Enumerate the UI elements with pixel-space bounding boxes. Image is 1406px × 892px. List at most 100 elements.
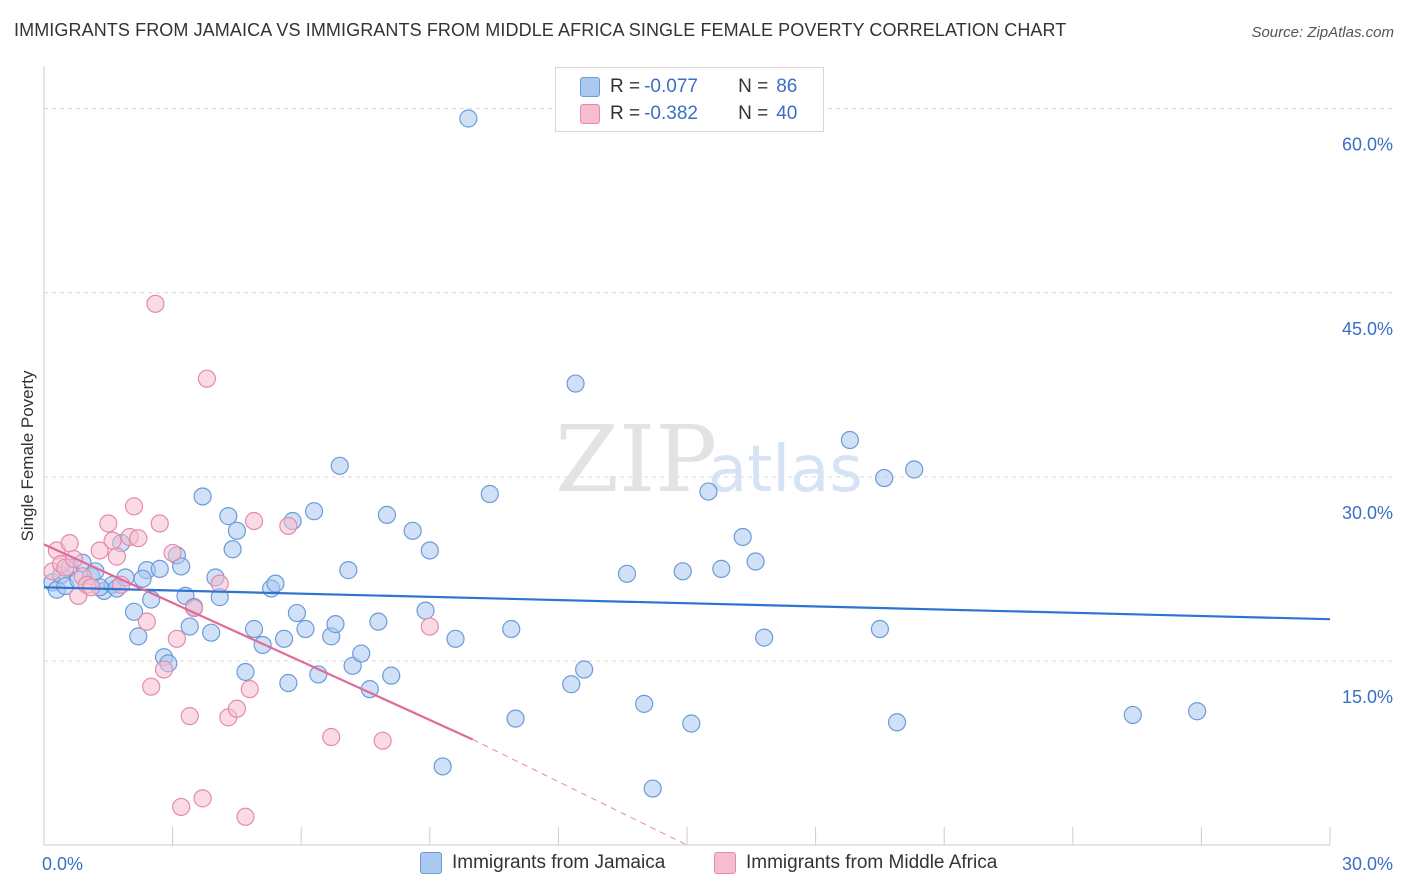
data-point-jamaica: [733, 527, 752, 547]
legend-r-value: -0.077: [644, 76, 698, 97]
x-tick-label: 0.0%: [42, 854, 83, 874]
watermark-atlas: atlas: [708, 433, 863, 507]
data-point-jamaica: [1123, 705, 1142, 725]
legend-n-value: 86: [776, 76, 798, 97]
data-point-jamaica: [296, 619, 315, 639]
data-point-africa: [420, 617, 439, 636]
watermark-zip: ZIP: [555, 406, 717, 513]
data-point-africa: [244, 511, 264, 531]
data-point-jamaica: [905, 460, 924, 479]
source-label: Source: ZipAtlas.com: [1251, 24, 1394, 41]
data-point-africa: [154, 660, 174, 679]
data-point-jamaica: [172, 557, 191, 576]
data-point-jamaica: [403, 521, 422, 540]
axis-ticks: 15.0% 30.0% 45.0% 60.0% 0.0% 30.0%: [42, 135, 1393, 874]
legend-item-africa[interactable]: Immigrants from Middle Africa: [714, 852, 997, 874]
data-point-jamaica: [712, 559, 731, 578]
legend-row-africa: R = -0.382 N = 40: [580, 100, 797, 128]
data-point-africa: [99, 514, 118, 533]
data-point-jamaica: [746, 552, 765, 571]
data-point-jamaica: [330, 456, 349, 475]
data-point-africa: [197, 369, 216, 388]
data-point-jamaica: [304, 502, 324, 521]
data-point-jamaica: [369, 612, 388, 631]
data-point-jamaica: [129, 627, 148, 646]
data-point-jamaica: [459, 109, 478, 128]
data-point-jamaica: [502, 619, 521, 639]
legend-r-label: R =: [610, 76, 641, 97]
data-point-jamaica: [124, 602, 144, 621]
data-point-africa: [373, 731, 392, 750]
data-point-jamaica: [566, 374, 585, 393]
data-point-africa: [137, 612, 156, 631]
data-point-africa: [193, 789, 212, 808]
data-point-jamaica: [274, 629, 294, 648]
data-point-jamaica: [643, 779, 662, 798]
data-point-jamaica: [755, 628, 774, 647]
data-point-jamaica: [219, 507, 238, 526]
data-point-africa: [103, 531, 122, 550]
data-point-africa: [236, 807, 255, 826]
data-point-jamaica: [287, 603, 307, 623]
trendline-jamaica: [43, 586, 1331, 621]
trendline-africa: [43, 543, 474, 741]
data-point-jamaica: [150, 559, 169, 578]
data-point-jamaica: [617, 564, 637, 583]
data-point-jamaica: [279, 673, 298, 693]
series-africa-points: [43, 294, 439, 826]
data-point-africa: [180, 707, 199, 726]
data-point-jamaica: [382, 666, 401, 685]
data-point-jamaica: [326, 615, 345, 634]
y-tick-label: 60.0%: [1342, 135, 1393, 155]
data-point-jamaica: [202, 623, 221, 642]
legend-swatch-jamaica: [580, 77, 600, 97]
data-point-jamaica: [244, 619, 264, 639]
data-point-africa: [172, 797, 191, 817]
y-tick-label: 30.0%: [1342, 503, 1393, 523]
data-point-africa: [227, 699, 246, 718]
data-point-africa: [184, 599, 204, 618]
x-tick-label: 30.0%: [1342, 854, 1393, 874]
data-point-jamaica: [420, 541, 439, 560]
grid-lines: [44, 108, 1395, 662]
data-point-africa: [124, 497, 144, 516]
data-point-jamaica: [682, 714, 701, 733]
data-point-jamaica: [840, 430, 859, 450]
data-point-africa: [107, 547, 126, 566]
legend-n-label: N =: [738, 76, 769, 97]
data-point-jamaica: [133, 569, 152, 588]
data-point-jamaica: [227, 521, 246, 540]
data-point-africa: [142, 677, 161, 696]
data-point-jamaica: [506, 709, 525, 728]
data-point-africa: [240, 680, 259, 699]
legend-label-africa: Immigrants from Middle Africa: [746, 852, 998, 873]
legend-n-value: 40: [776, 103, 798, 124]
data-point-jamaica: [480, 484, 499, 504]
trendlines: [43, 543, 1331, 846]
data-point-africa: [167, 629, 186, 648]
data-point-africa: [90, 541, 109, 560]
data-point-africa: [163, 543, 182, 563]
series-legend: Immigrants from Jamaica Immigrants from …: [0, 852, 1406, 878]
chart-title: IMMIGRANTS FROM JAMAICA VS IMMIGRANTS FR…: [14, 20, 1067, 40]
data-point-africa: [146, 294, 165, 313]
data-point-jamaica: [699, 482, 718, 501]
legend-row-jamaica: R = -0.077 N = 86: [580, 73, 797, 101]
data-point-africa: [60, 534, 79, 553]
data-point-jamaica: [673, 562, 692, 581]
data-point-jamaica: [266, 574, 285, 593]
data-point-jamaica: [887, 713, 907, 732]
y-axis-title: Single Female Poverty: [18, 370, 37, 542]
data-point-africa: [150, 514, 169, 533]
data-point-jamaica: [236, 662, 255, 682]
data-point-jamaica: [223, 540, 242, 559]
axes: [43, 66, 1331, 846]
trendline-extension-africa: [472, 739, 688, 846]
y-tick-label: 45.0%: [1342, 319, 1393, 339]
legend-item-jamaica[interactable]: Immigrants from Jamaica: [420, 852, 665, 874]
data-point-jamaica: [339, 561, 358, 580]
data-point-africa: [322, 727, 341, 747]
data-point-jamaica: [416, 601, 435, 620]
data-point-jamaica: [446, 629, 465, 648]
